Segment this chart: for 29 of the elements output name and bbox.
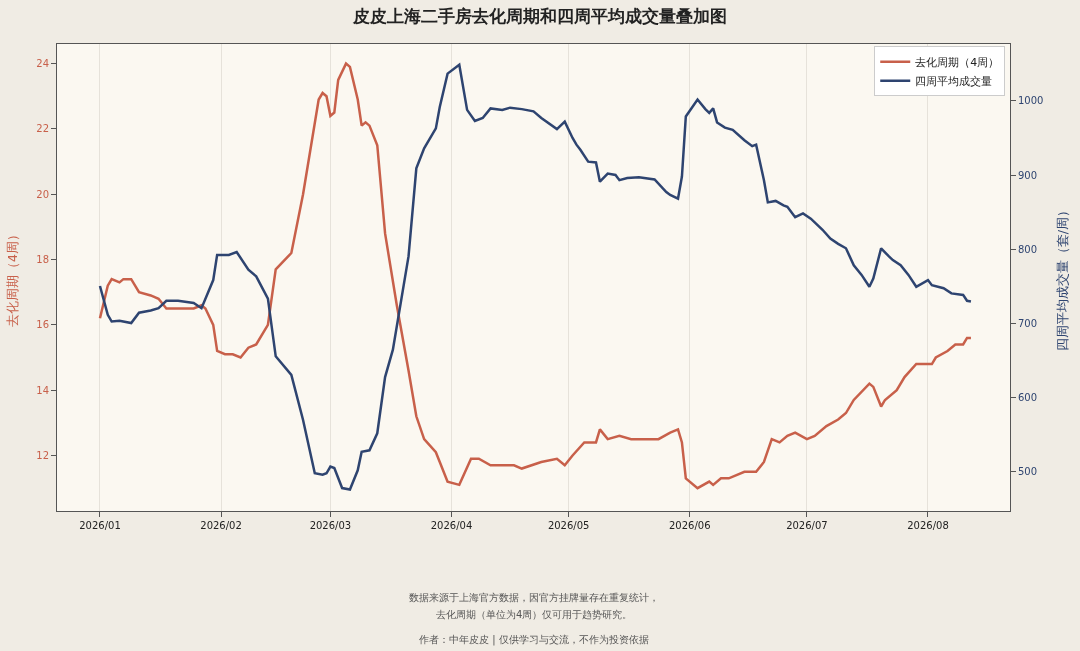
y2-tick-label: 800 <box>1018 243 1038 255</box>
y-tick-label: 16 <box>36 319 49 331</box>
x-tick-label: 2026/08 <box>907 520 949 531</box>
x-tick-label: 2026/03 <box>309 520 352 531</box>
y2-tick-label: 900 <box>1018 169 1038 181</box>
y2-axis-title: 四周平均成交量（套/周） <box>1055 203 1071 352</box>
x-tick-label: 2026/07 <box>786 520 828 531</box>
text: 作者：中年皮皮 | 仅供学习与交流，不作为投资依据 <box>418 634 649 646</box>
y2-tick-label: 700 <box>1018 317 1038 329</box>
y-tick-label: 14 <box>36 384 49 396</box>
y2-tick-label: 1000 <box>1018 95 1044 107</box>
chart-title: 皮皮上海二手房去化周期和四周平均成交量叠加图 <box>352 5 727 26</box>
y2-tick-label: 600 <box>1018 391 1038 403</box>
y-tick-label: 18 <box>36 254 49 266</box>
y-tick-label: 22 <box>36 123 49 135</box>
legend-label: 去化周期（4周） <box>915 56 1000 70</box>
y-axis-title: 去化周期（4周） <box>5 227 21 328</box>
y-tick-label: 12 <box>36 449 49 461</box>
y2-tick-label: 500 <box>1018 465 1038 477</box>
legend-label: 四周平均成交量 <box>915 75 993 89</box>
y-tick-label: 20 <box>36 188 49 200</box>
x-tick-label: 2026/01 <box>79 520 121 531</box>
x-tick-label: 2026/04 <box>430 520 473 531</box>
text: 数据来源于上海官方数据，因官方挂牌量存在重复统计， <box>409 592 659 603</box>
y-tick-label: 24 <box>36 58 49 70</box>
x-tick-label: 2026/02 <box>200 520 242 531</box>
x-tick-label: 2026/05 <box>547 520 590 531</box>
text: 去化周期（单位为4周）仅可用于趋势研究。 <box>436 609 633 620</box>
x-tick-label: 2026/06 <box>668 520 711 531</box>
